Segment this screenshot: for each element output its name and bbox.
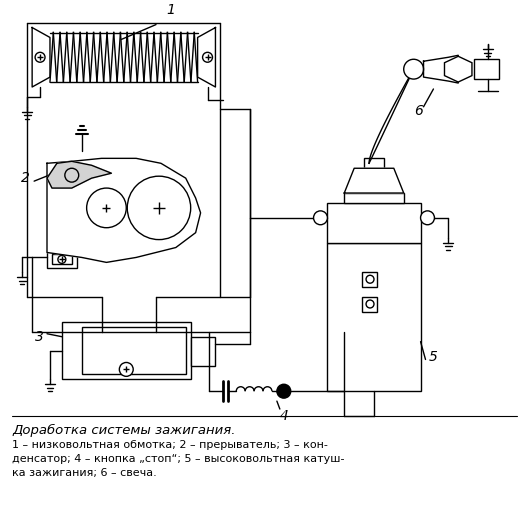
Text: 3: 3 (35, 330, 44, 344)
Text: ка зажигания; 6 – свеча.: ка зажигания; 6 – свеча. (12, 468, 157, 478)
Circle shape (404, 60, 424, 79)
Circle shape (35, 52, 45, 62)
Text: 1 – низковольтная обмотка; 2 – прерыватель; 3 – кон-: 1 – низковольтная обмотка; 2 – прерывате… (12, 440, 328, 450)
Circle shape (58, 255, 66, 264)
Polygon shape (32, 28, 50, 87)
Circle shape (127, 176, 190, 240)
Circle shape (65, 168, 79, 182)
Polygon shape (444, 56, 472, 82)
Polygon shape (344, 168, 404, 193)
Bar (47, 251, 77, 268)
Bar (364, 158, 384, 170)
Bar (52, 254, 72, 264)
Text: денсатор; 4 – кнопка „стоп“; 5 – высоковольтная катуш-: денсатор; 4 – кнопка „стоп“; 5 – высоков… (12, 454, 345, 464)
Polygon shape (47, 161, 112, 188)
Circle shape (277, 384, 291, 398)
Bar (474, 60, 499, 79)
Bar (327, 203, 421, 243)
Circle shape (366, 300, 374, 308)
Text: 4: 4 (279, 409, 288, 423)
Bar (62, 322, 190, 379)
Text: Доработка системы зажигания.: Доработка системы зажигания. (12, 424, 236, 437)
Circle shape (366, 275, 374, 283)
Bar (344, 193, 404, 203)
Polygon shape (424, 55, 458, 83)
Circle shape (87, 188, 126, 228)
Polygon shape (47, 158, 200, 263)
Circle shape (120, 362, 133, 376)
Bar (81, 327, 186, 374)
Circle shape (421, 211, 434, 225)
Polygon shape (198, 28, 215, 87)
Text: 1: 1 (167, 3, 175, 17)
Text: 5: 5 (428, 350, 437, 363)
Circle shape (203, 52, 213, 62)
Bar (327, 243, 421, 391)
Text: 2: 2 (21, 171, 30, 185)
Bar (362, 272, 377, 287)
Bar (362, 297, 377, 312)
Circle shape (314, 211, 327, 225)
Text: 6: 6 (414, 104, 423, 118)
Bar (190, 337, 215, 366)
